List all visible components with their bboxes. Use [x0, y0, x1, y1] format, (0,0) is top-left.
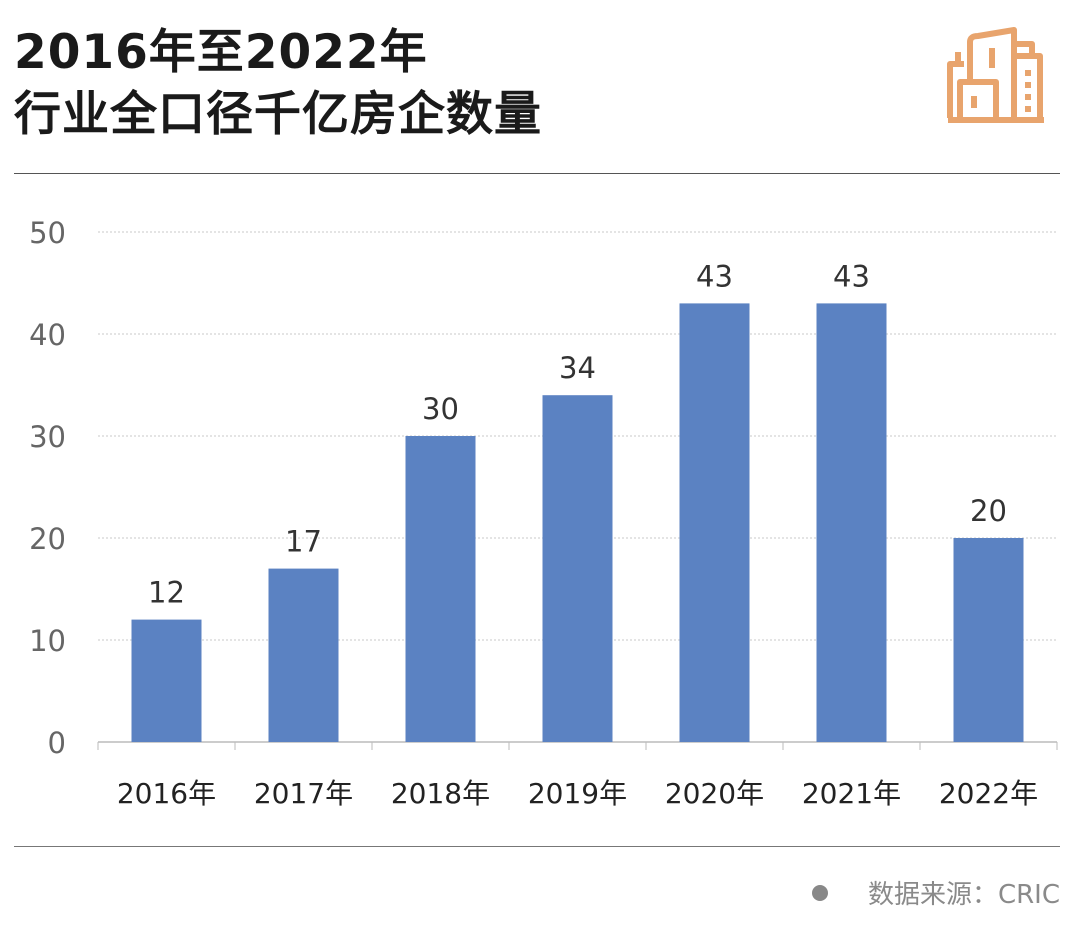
bar-2017年 — [268, 568, 339, 742]
data-label: 34 — [559, 351, 596, 385]
data-label: 43 — [696, 259, 733, 293]
x-tick-label: 2019年 — [528, 777, 627, 810]
bar-2021年 — [816, 303, 887, 742]
bar-2019年 — [542, 395, 613, 742]
bar-chart: 0 10 20 30 40 50 12 2016年 17 2017年 30 2018年 34 2019年 4… — [29, 216, 1058, 810]
header-divider — [14, 173, 1060, 174]
data-label: 30 — [422, 392, 459, 426]
x-tick-label: 2018年 — [391, 777, 490, 810]
x-tick-label: 2017年 — [254, 777, 353, 810]
y-tick-label: 10 — [29, 624, 66, 658]
chart-title: 2016年至2022年 行业全口径千亿房企数量 — [14, 22, 542, 146]
y-tick-label: 40 — [29, 318, 66, 352]
y-tick-label: 20 — [29, 522, 66, 556]
x-tick-label: 2021年 — [802, 777, 901, 810]
data-label: 17 — [285, 525, 322, 559]
source-note: 数据来源：CRIC — [811, 874, 1060, 911]
bar-2020年 — [679, 303, 750, 742]
data-label: 20 — [970, 494, 1007, 528]
footer-divider — [14, 846, 1060, 847]
bar-2016年 — [131, 619, 202, 742]
y-tick-label: 30 — [29, 420, 66, 454]
bar-2018年 — [405, 436, 476, 742]
buildings-icon — [944, 18, 1046, 128]
x-tick-label: 2016年 — [117, 777, 216, 810]
bar-2022年 — [953, 538, 1024, 742]
data-label: 12 — [148, 576, 185, 610]
data-label: 43 — [833, 259, 870, 293]
title-line-1: 2016年至2022年 — [14, 25, 428, 80]
title-line-2: 行业全口径千亿房企数量 — [14, 87, 542, 142]
y-tick-label: 50 — [29, 216, 66, 250]
y-tick-label: 0 — [48, 726, 66, 760]
source-label: 数据来源：CRIC — [867, 880, 1060, 910]
bullet-icon — [811, 884, 828, 901]
x-tick-label: 2020年 — [665, 777, 764, 810]
x-tick-label: 2022年 — [939, 777, 1038, 810]
